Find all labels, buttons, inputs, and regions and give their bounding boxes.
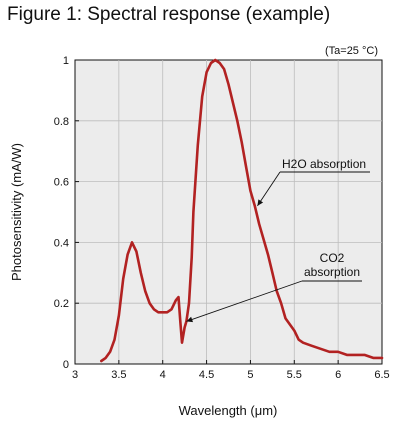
- y-tick-label: 0.8: [54, 116, 69, 128]
- annotation-label: CO2: [320, 251, 345, 265]
- y-tick-labels: 0 0.2 0.4 0.6 0.8 1: [54, 55, 69, 371]
- figure-title: Figure 1: Spectral response (example): [7, 4, 331, 25]
- annotation-label: H2O absorption: [282, 157, 366, 171]
- x-tick-label: 6.5: [374, 369, 389, 381]
- y-tick-label: 0.2: [54, 298, 69, 310]
- series-layer: [100, 58, 384, 363]
- y-tick-label: 0.6: [54, 177, 69, 189]
- y-axis-title: Photosensitivity (mA/W): [9, 143, 24, 281]
- y-tick-label: 0.4: [54, 237, 69, 249]
- x-tick-label: 4.5: [199, 369, 214, 381]
- x-tick-label: 4: [160, 369, 166, 381]
- x-tick-label: 5.5: [287, 369, 302, 381]
- annotation-leader: [257, 171, 281, 207]
- annotation-arrowhead: [186, 316, 193, 323]
- series-line-0: [100, 58, 384, 363]
- x-axis-title: Wavelength (μm): [179, 403, 278, 418]
- x-tick-label: 5: [247, 369, 253, 381]
- condition-label: (Ta=25 °C): [325, 45, 378, 57]
- annotation-leader: [186, 280, 303, 322]
- plot-area: [74, 59, 383, 365]
- x-tick-label: 3.5: [111, 369, 126, 381]
- x-tick-label: 3: [72, 369, 78, 381]
- x-tick-labels: 3 3.5 4 4.5 5 5.5 6 6.5: [72, 369, 390, 381]
- annotation-arrowhead: [257, 199, 264, 206]
- y-tick-label: 1: [63, 55, 69, 67]
- x-tick-label: 6: [335, 369, 341, 381]
- annotation-label: absorption: [304, 265, 360, 279]
- y-tick-label: 0: [63, 359, 69, 371]
